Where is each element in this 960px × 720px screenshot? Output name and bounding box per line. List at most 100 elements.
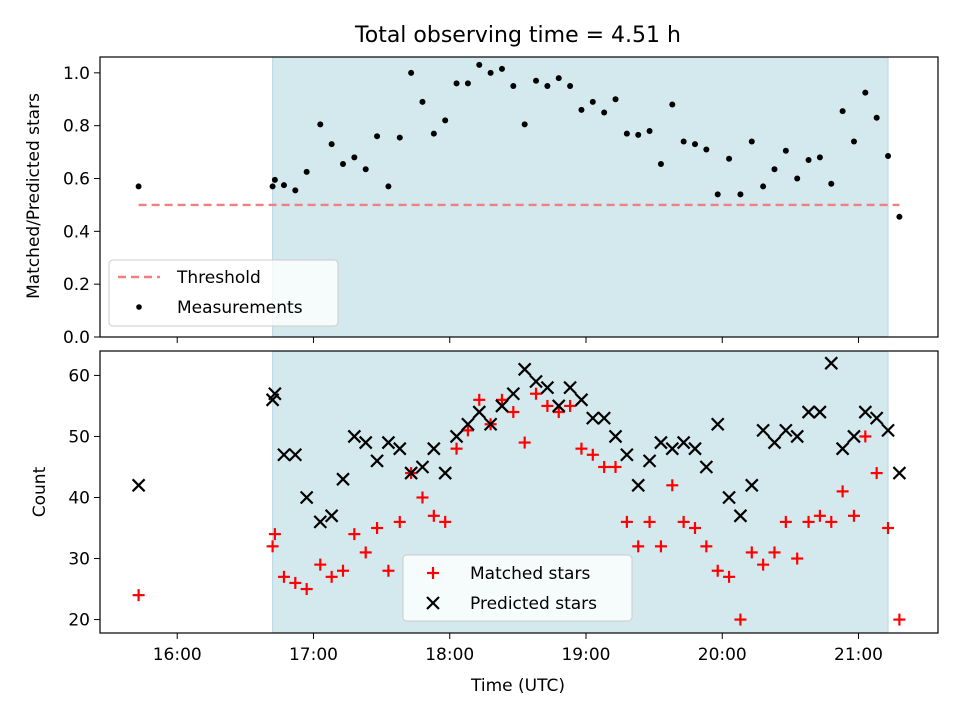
matched-star-point (802, 515, 815, 528)
top-observing-window (272, 57, 889, 337)
predicted-star-point (404, 466, 418, 480)
predicted-star-point (869, 411, 884, 425)
top-legend: Threshold Measurements (108, 259, 339, 327)
predicted-star-point (268, 386, 282, 401)
matched-star-point (277, 570, 290, 583)
bottom-y-axis-label: Count (30, 466, 50, 517)
predicted-star-point (744, 478, 759, 493)
predicted-star-point (665, 441, 680, 456)
matched-star-point (598, 460, 611, 473)
matched-star-point (461, 424, 474, 437)
measurement-point (635, 131, 642, 138)
matched-star-point (132, 589, 145, 602)
matched-star-point (825, 515, 838, 528)
y-tick-label: 0.4 (63, 222, 90, 242)
predicted-star-point (449, 429, 464, 444)
y-tick-label: 30 (68, 550, 90, 570)
measurement-point (510, 83, 517, 90)
predicted-star-point (642, 454, 657, 468)
matched-star-point (666, 479, 679, 492)
x-tick-label: 16:00 (153, 645, 202, 665)
measurement-point (703, 146, 710, 153)
predicted-star-point (733, 509, 748, 523)
matched-star-point (289, 576, 302, 589)
predicted-star-point (461, 417, 475, 432)
y-tick-label: 0.8 (63, 117, 90, 137)
legend-measurements-label: Measurements (177, 298, 303, 318)
predicted-star-point (324, 509, 339, 523)
measurement-point (726, 155, 733, 162)
matched-star-point (779, 515, 792, 528)
measurement-point (303, 168, 310, 175)
measurement-point (396, 134, 403, 141)
measurement-point (657, 160, 664, 167)
predicted-star-point (710, 417, 725, 432)
measurement-point (453, 80, 460, 87)
matched-star-point (882, 522, 895, 535)
measurement-point (430, 130, 437, 137)
predicted-star-point (835, 441, 850, 456)
matched-star-point (586, 448, 599, 461)
measurement-point (850, 138, 857, 145)
predicted-star-point (847, 429, 861, 444)
matched-star-point (336, 564, 349, 577)
predicted-star-point (299, 490, 314, 505)
matched-star-point (711, 564, 724, 577)
bottom-ticks: 20 30 40 50 60 16:00 17:00 18:00 19:00 20:00 21:00 (68, 351, 889, 665)
measurement-point (669, 101, 676, 108)
predicted-star-point (131, 478, 146, 493)
measurement-point (896, 213, 903, 220)
x-tick-label: 21:00 (834, 645, 883, 665)
matched-star-point (575, 442, 588, 455)
predicted-star-point (881, 423, 895, 438)
matched-star-point (530, 387, 543, 400)
measurement-point (328, 141, 335, 148)
top-y-axis-label: Matched/Predicted stars (24, 93, 44, 299)
top-legend-box (108, 259, 339, 327)
measurement-point (269, 183, 276, 190)
measurement-point (351, 154, 358, 161)
measurement-point (339, 160, 346, 167)
predicted-star-point (313, 515, 328, 529)
matched-star-point (541, 399, 554, 412)
matched-star-point (473, 393, 486, 406)
predicted-star-point (756, 423, 770, 438)
measurement-point (317, 121, 324, 128)
x-tick-label: 19:00 (561, 645, 610, 665)
predicted-star-point (608, 429, 623, 444)
predicted-star-point (495, 399, 509, 413)
predicted-star-point (563, 380, 577, 395)
measurement-point (487, 69, 494, 76)
top-panel: 0.0 0.2 0.4 0.6 0.8 1.0 Matched/Predicted sta… (24, 56, 939, 348)
measurement-point (737, 191, 744, 198)
predicted-star-point (427, 441, 441, 456)
measurement-point (464, 80, 471, 87)
bottom-panel: 20 30 40 50 60 16:00 17:00 18:00 19:00 20:00 21:00… (30, 350, 939, 665)
predicted-star-point (517, 362, 532, 377)
measurement-point (885, 153, 892, 160)
predicted-star-point (438, 466, 452, 480)
predicted-star-point (688, 441, 702, 456)
matched-star-point (836, 485, 849, 498)
measurement-point (839, 108, 846, 115)
x-tick-label: 17:00 (289, 645, 338, 665)
matched-star-point (518, 436, 531, 449)
matched-star-point (564, 399, 577, 412)
matched-star-point (495, 393, 508, 406)
legend-measurements-swatch (136, 304, 142, 310)
predicted-star-point (540, 380, 555, 395)
matched-star-point (734, 613, 747, 626)
count-points (131, 356, 907, 626)
matched-star-point (689, 522, 702, 535)
measurement-point (442, 117, 449, 124)
matched-star-point (371, 522, 384, 535)
y-tick-label: 40 (68, 488, 90, 508)
measurement-point (578, 106, 585, 113)
matched-star-point (507, 406, 520, 419)
matched-star-point (859, 430, 872, 443)
measurement-point (280, 182, 287, 189)
bottom-legend-box (402, 554, 633, 622)
measurement-point (271, 176, 278, 183)
legend-predicted-label: Predicted stars (470, 594, 597, 614)
